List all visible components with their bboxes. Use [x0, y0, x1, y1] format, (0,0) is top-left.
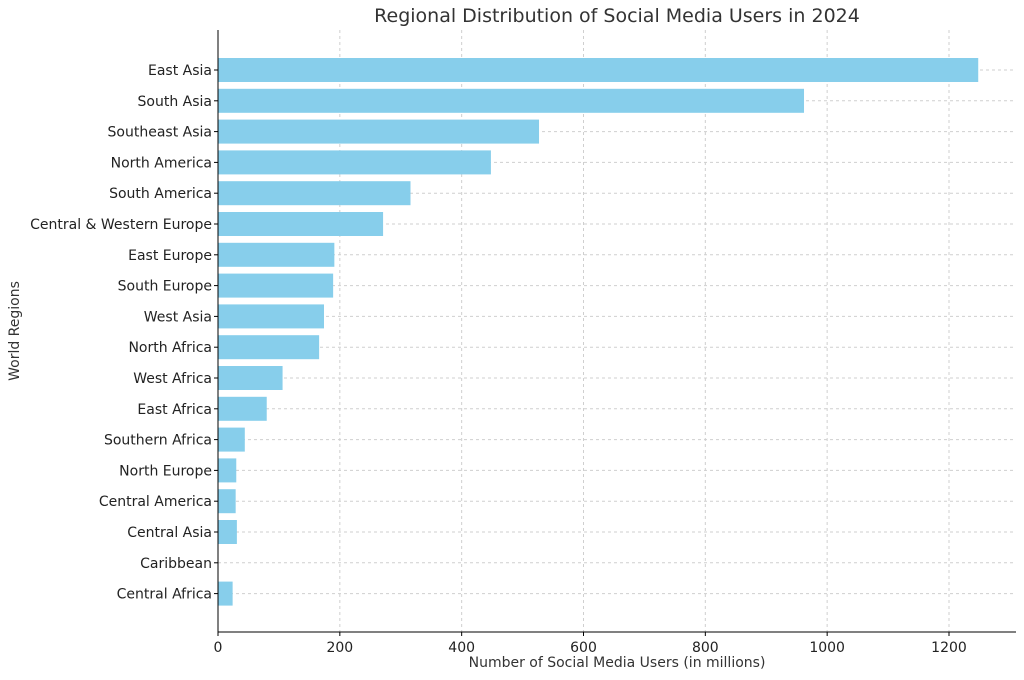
y-tick-label: South America [109, 186, 212, 202]
x-axis-label: Number of Social Media Users (in million… [469, 655, 766, 671]
bar [218, 150, 491, 175]
y-tick-label: Central Africa [117, 587, 212, 603]
x-tick-labels: 0 200 400 600 800 1000 1200 [214, 632, 967, 656]
bar [218, 119, 540, 144]
y-tick-label: North America [111, 155, 212, 171]
bars [218, 58, 979, 606]
bar [218, 181, 411, 206]
chart-title: Regional Distribution of Social Media Us… [374, 5, 860, 27]
bar [218, 304, 324, 329]
bar [218, 396, 267, 421]
y-tick-label: South Asia [138, 94, 212, 110]
bar [218, 273, 334, 298]
y-tick-label: Southern Africa [104, 433, 212, 449]
bar [218, 366, 283, 390]
x-tick-label: 0 [214, 640, 223, 656]
x-tick-label: 1200 [931, 640, 967, 656]
y-tick-label: East Asia [148, 63, 212, 79]
bar [218, 58, 979, 82]
y-axis-label: World Regions [7, 281, 23, 381]
bar [218, 458, 237, 483]
y-tick-label: East Europe [128, 248, 212, 264]
bar [218, 581, 233, 606]
bar [218, 489, 236, 514]
y-tick-label: Caribbean [140, 556, 212, 572]
y-tick-label: North Europe [119, 463, 212, 479]
bar [218, 427, 245, 452]
bar [218, 212, 384, 236]
y-tick-label: East Africa [137, 402, 212, 418]
y-tick-label: West Africa [133, 371, 212, 387]
y-tick-label: North Africa [128, 340, 212, 356]
x-tick-label: 600 [570, 640, 597, 656]
x-tick-label: 200 [326, 640, 353, 656]
bar [218, 242, 335, 267]
y-tick-label: Southeast Asia [108, 125, 212, 141]
x-tick-label: 1000 [809, 640, 845, 656]
x-tick-label: 400 [448, 640, 475, 656]
x-tick-label: 800 [692, 640, 719, 656]
y-tick-label: Central & Western Europe [30, 217, 212, 233]
bar [218, 88, 805, 113]
bar [218, 335, 320, 360]
bar [218, 520, 237, 544]
y-tick-label: West Asia [144, 309, 212, 325]
y-tick-label: Central America [99, 494, 212, 510]
y-tick-labels: East Asia South Asia Southeast Asia North A… [30, 63, 218, 603]
y-tick-label: South Europe [118, 279, 212, 295]
y-tick-label: Central Asia [127, 525, 212, 541]
